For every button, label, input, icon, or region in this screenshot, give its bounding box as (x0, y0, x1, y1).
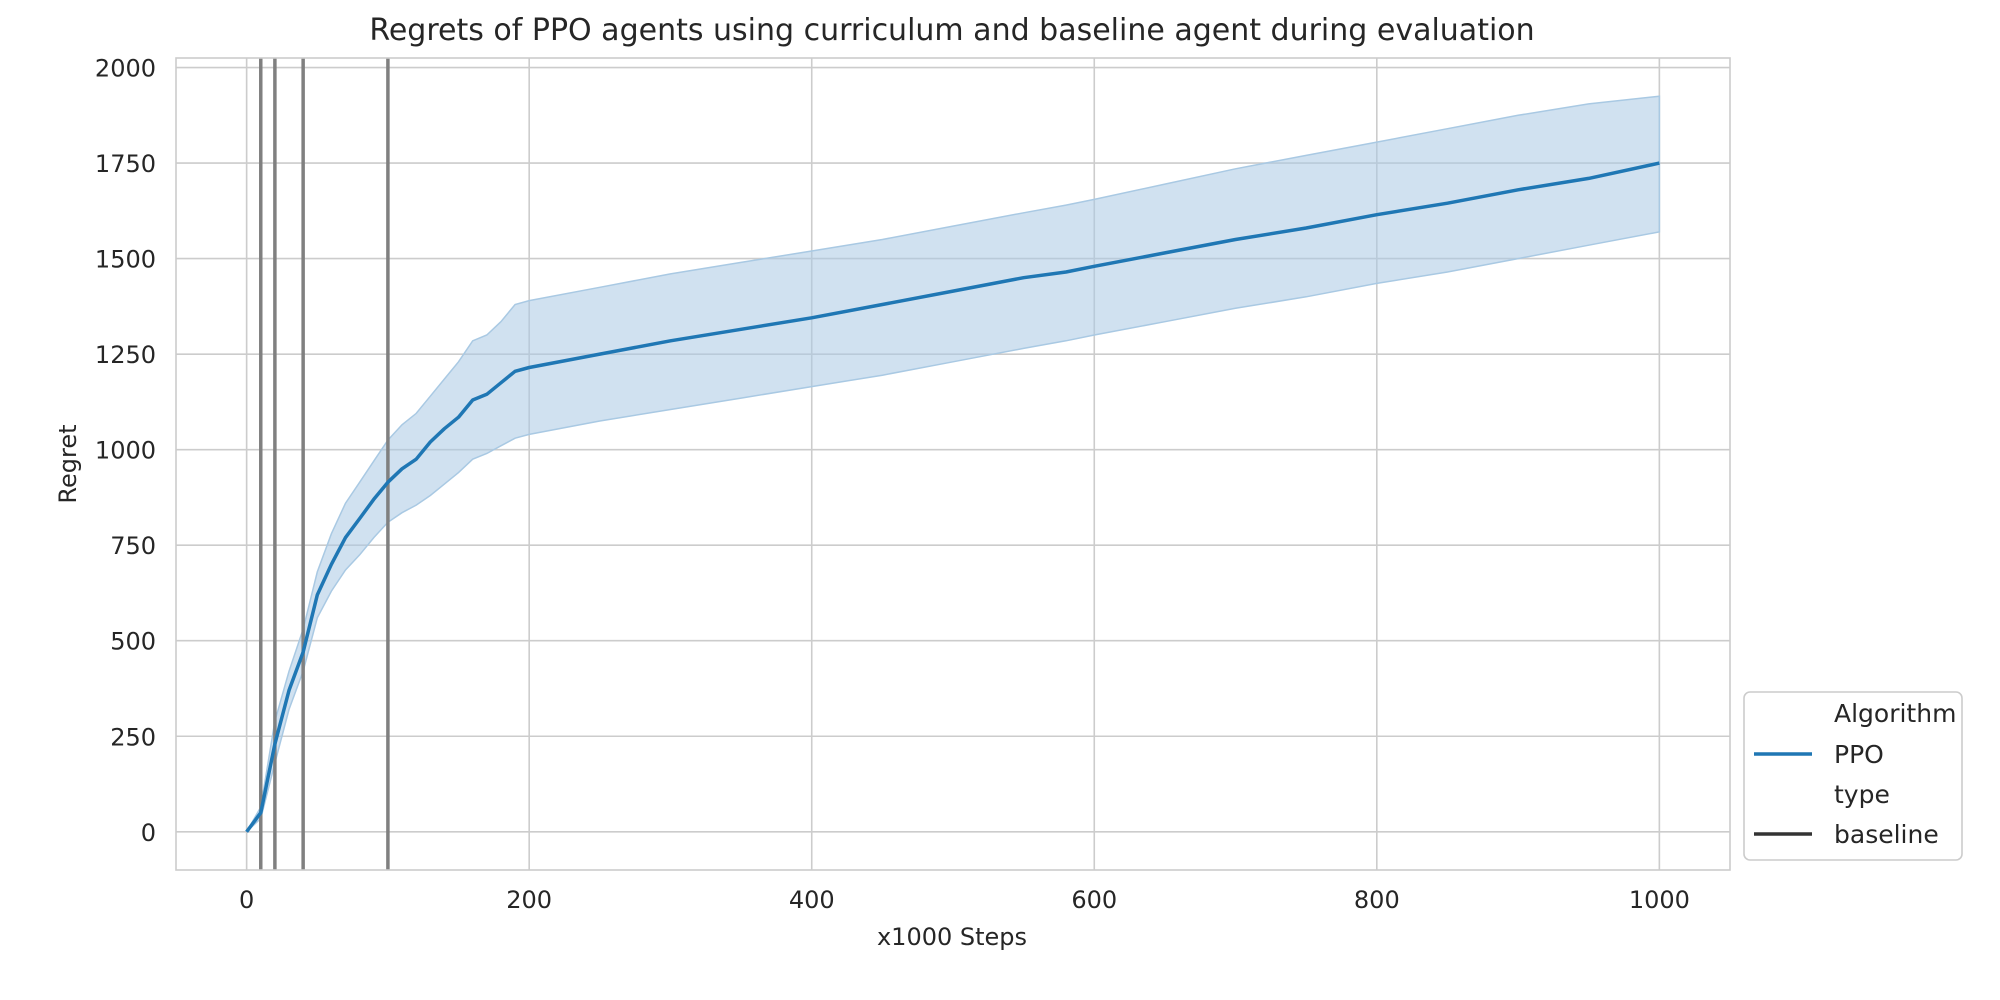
vertical-lines-layer (259, 58, 390, 870)
y-tick-label: 1500 (95, 246, 156, 274)
x-tick-labels: 0 200 400 600 800 1000 (239, 886, 1690, 914)
y-tick-label: 1250 (95, 341, 156, 369)
chart-title: Regrets of PPO agents using curriculum a… (369, 13, 1534, 48)
x-tick-label: 1000 (1629, 886, 1690, 914)
y-tick-label: 1750 (95, 150, 156, 178)
series-line-layer (245, 161, 1660, 833)
legend-entry-ppo: PPO (1834, 740, 1884, 769)
y-tick-label: 250 (110, 723, 156, 751)
legend: Algorithm PPO type baseline (1743, 691, 1963, 861)
x-tick-label: 600 (1071, 886, 1117, 914)
x-tick-label: 200 (506, 886, 552, 914)
x-tick-label: 800 (1354, 886, 1400, 914)
y-tick-label: 1000 (95, 437, 156, 465)
legend-entry-baseline: baseline (1834, 820, 1939, 849)
confidence-band-layer (245, 95, 1661, 833)
ppo-confidence-band (245, 95, 1661, 833)
y-tick-label: 750 (110, 532, 156, 560)
x-tick-label: 400 (789, 886, 835, 914)
y-axis-label: Regret (54, 424, 82, 503)
legend-frame (1743, 691, 1963, 861)
y-tick-label: 0 (141, 819, 156, 847)
plot-frame (175, 57, 1731, 871)
y-tick-label: 500 (110, 628, 156, 656)
legend-title-algorithm: Algorithm (1834, 699, 1956, 728)
x-tick-label: 0 (239, 886, 254, 914)
y-tick-labels: 0 250 500 750 1000 1250 1500 1750 2000 (95, 55, 156, 847)
x-axis-label: x1000 Steps (877, 923, 1027, 951)
legend-title-type: type (1834, 780, 1890, 809)
y-tick-label: 2000 (95, 55, 156, 83)
ppo-series-line (245, 161, 1660, 833)
